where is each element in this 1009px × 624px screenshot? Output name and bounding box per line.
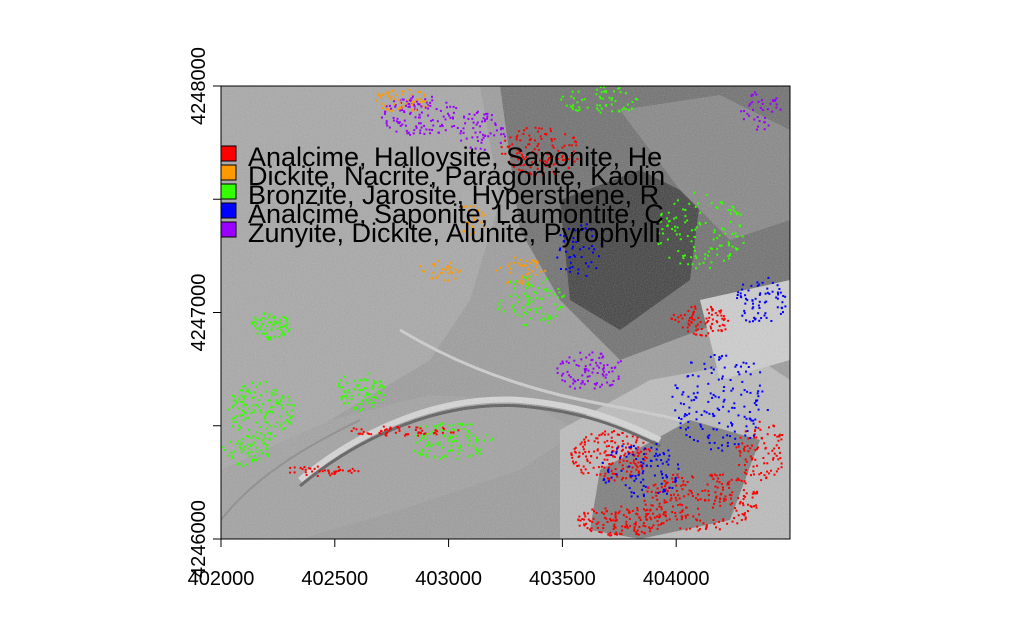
legend-swatch — [220, 202, 237, 219]
hillshade-basemap — [221, 86, 790, 539]
legend-label: Bronzite, Jarosite, Hypersthene, R — [248, 180, 659, 210]
x-axis: 402000 402500 403000 403500 404000 — [188, 538, 710, 590]
y-tick-label: 4246000 — [188, 500, 210, 578]
legend-swatch — [220, 221, 237, 238]
legend-swatch — [220, 164, 237, 181]
legend-label: Dickite, Nacrite, Paragonite, Kaolin — [248, 161, 665, 191]
x-tick-label: 402000 — [188, 568, 255, 590]
x-tick-label: 402500 — [301, 568, 368, 590]
mineral-classification-overlay — [222, 86, 787, 537]
legend-label: Analcime, Halloysite, Saponite, He — [248, 142, 662, 172]
y-axis: 4246000 4247000 4248000 — [188, 47, 222, 578]
x-tick-label: 403500 — [529, 568, 596, 590]
x-tick-label: 403000 — [415, 568, 482, 590]
legend-swatch — [220, 145, 237, 162]
y-tick-label: 4248000 — [188, 47, 210, 125]
y-tick-label: 4247000 — [188, 274, 210, 352]
legend-swatch — [220, 183, 237, 200]
legend-label: Zunyite, Dickite, Alunite, Pyrophylli — [248, 218, 661, 248]
legend: Analcime, Halloysite, Saponite, HeDickit… — [220, 142, 665, 248]
x-tick-label: 404000 — [643, 568, 710, 590]
legend-label: Analcime, Saponite, Laumontite, C — [248, 199, 664, 229]
